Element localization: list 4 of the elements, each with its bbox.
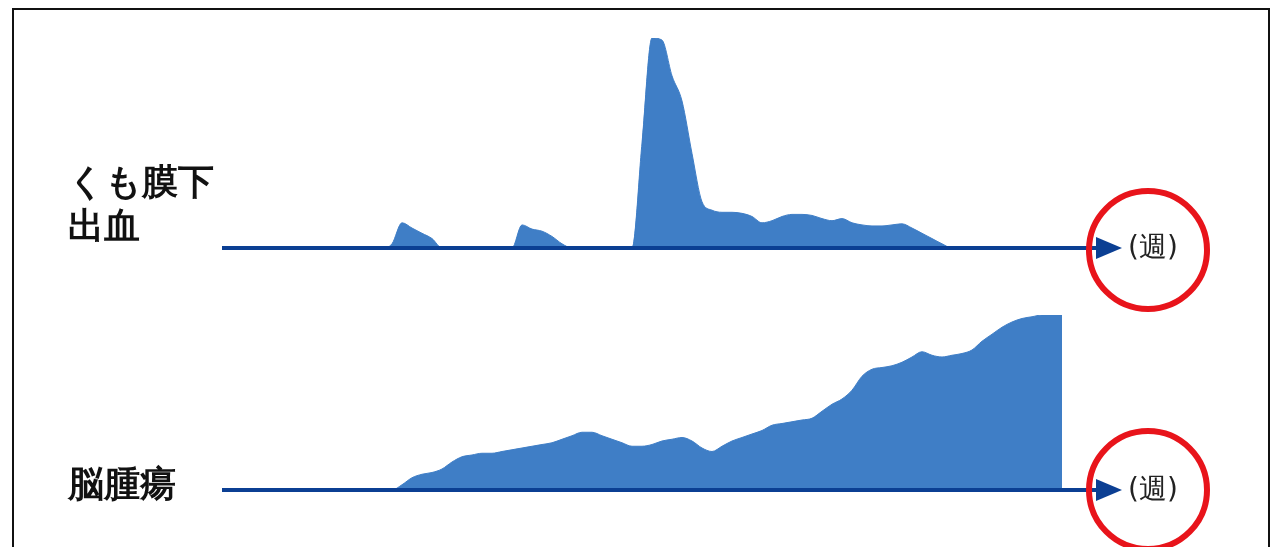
y-axis-title: くも膜下出血 (68, 160, 215, 248)
y-axis-title: 脳腫瘍 (68, 462, 177, 506)
x-axis-title: (週) (1128, 229, 1178, 265)
x-axis-title: (週) (1128, 471, 1178, 507)
